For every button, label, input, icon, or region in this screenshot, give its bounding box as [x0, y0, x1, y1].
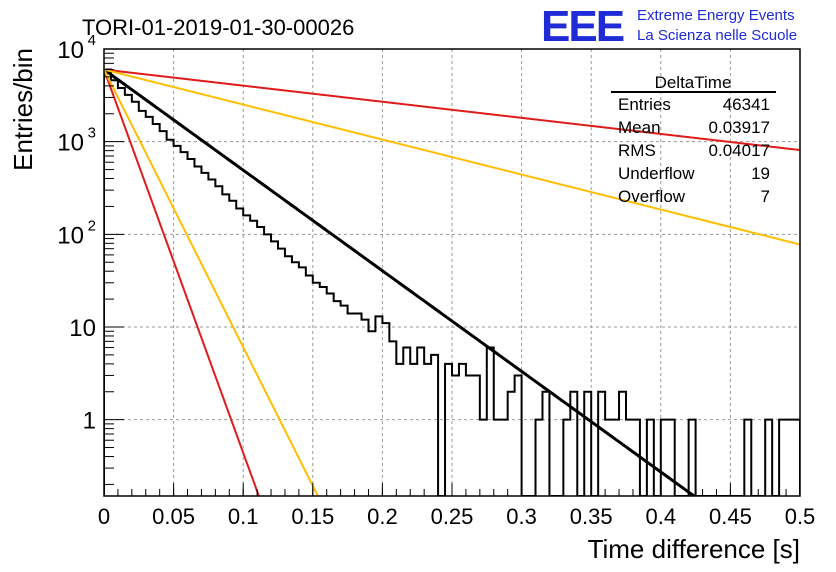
stats-row-value: 0.04017	[709, 141, 770, 160]
logo-mark: EEE	[541, 2, 624, 51]
stats-row-value: 7	[761, 187, 770, 206]
logo-line2: La Scienza nelle Scuole	[637, 27, 797, 44]
stats-title: DeltaTime	[655, 73, 732, 92]
y-tick-exponent: 3	[88, 125, 96, 142]
x-tick-label: 0.05	[152, 504, 195, 529]
eee-logo: EEE Extreme Energy Events La Scienza nel…	[541, 2, 797, 51]
x-tick-label: 0.45	[709, 504, 752, 529]
y-tick-label: 10	[57, 37, 84, 64]
fit-curve-4	[104, 69, 260, 496]
fit-curve-2	[104, 68, 800, 152]
y-tick-label: 10	[69, 315, 96, 342]
x-tick-label: 0.1	[228, 504, 259, 529]
stats-row-label: Underflow	[618, 164, 695, 183]
y-tick-exponent: 4	[88, 32, 96, 49]
x-axis-label: Time difference [s]	[588, 534, 800, 564]
fit-curve-3	[104, 68, 800, 246]
grid	[104, 49, 800, 496]
fit-curve-5	[104, 69, 320, 496]
stats-row-label: Entries	[618, 95, 671, 114]
y-tick-label: 10	[57, 222, 84, 249]
x-tick-label: 0.4	[646, 504, 677, 529]
stats-row-label: RMS	[618, 141, 656, 160]
x-tick-labels: 0 0.05 0.1 0.15 0.2 0.25 0.3 0.35 0.4 0.45 0.5	[98, 504, 815, 529]
x-tick-label: 0.3	[506, 504, 537, 529]
y-tick-exponent: 2	[88, 217, 96, 234]
fit-curve-1	[104, 68, 697, 496]
histogram-deltatime	[104, 68, 800, 496]
x-tick-label: 0.35	[570, 504, 613, 529]
x-tick-label: 0.15	[291, 504, 334, 529]
x-tick-label: 0.5	[785, 504, 816, 529]
y-tick-label: 10	[57, 130, 84, 157]
stats-row-value: 0.03917	[709, 118, 770, 137]
stats-row-value: 19	[751, 164, 770, 183]
y-axis-label: Entries/bin	[8, 48, 38, 171]
stats-row-label: Overflow	[618, 187, 686, 206]
stats-row-label: Mean	[618, 118, 661, 137]
stats-box: DeltaTime Entries 46341 Mean 0.03917 RMS 0.04…	[611, 73, 776, 206]
chart-title: TORI-01-2019-01-30-00026	[82, 15, 354, 40]
stats-row-value: 46341	[723, 95, 770, 114]
x-tick-label: 0.2	[367, 504, 398, 529]
x-tick-label: 0.25	[431, 504, 474, 529]
logo-line1: Extreme Energy Events	[637, 7, 795, 24]
y-tick-label: 1	[83, 408, 96, 435]
x-tick-label: 0	[98, 504, 110, 529]
axis-ticks	[103, 48, 801, 496]
plot-area	[104, 68, 800, 496]
